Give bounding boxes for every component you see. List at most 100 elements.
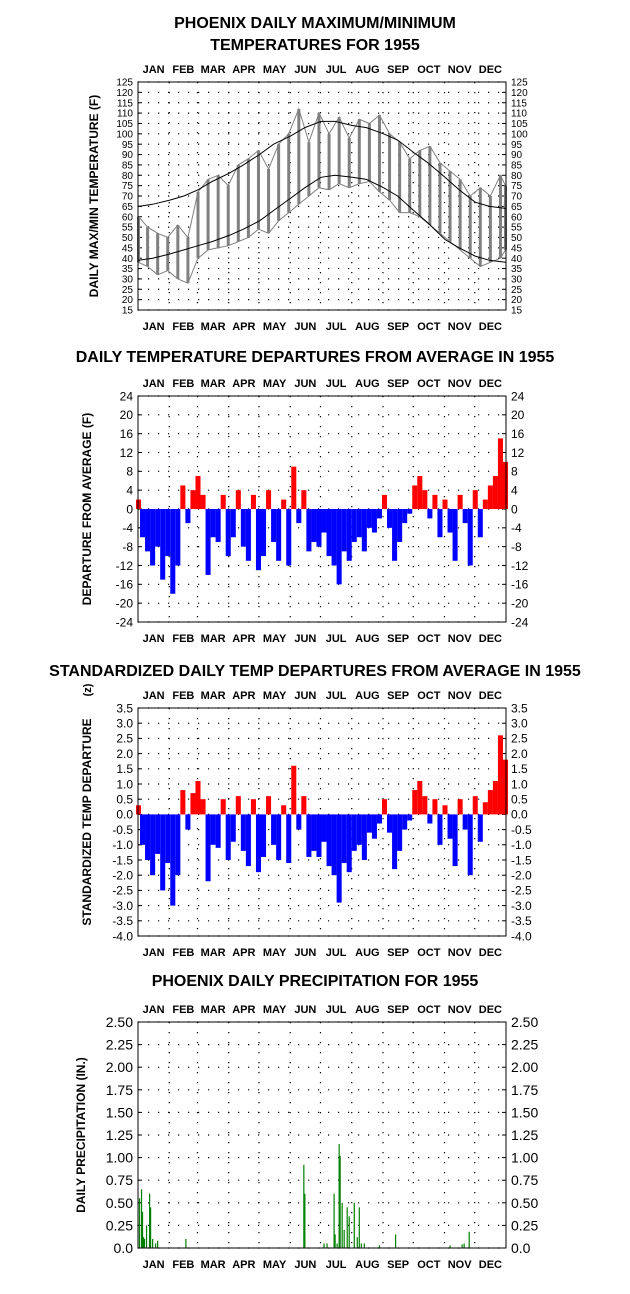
positive-departure-bar bbox=[195, 476, 201, 509]
positive-departure-bar bbox=[291, 466, 297, 509]
y-tick-label-right: 45 bbox=[511, 243, 523, 254]
y-tick-label-left: 15 bbox=[122, 306, 134, 317]
negative-departure-bar bbox=[361, 509, 367, 552]
y-tick-label-left: 16 bbox=[120, 427, 134, 441]
month-label-bottom: JUL bbox=[326, 321, 347, 333]
negative-departure-bar bbox=[276, 509, 282, 561]
y-tick-label-left: 25 bbox=[122, 285, 134, 296]
y-tick-label-right: 60 bbox=[511, 212, 523, 223]
y-tick-label-left: -4 bbox=[122, 521, 133, 535]
month-label-bottom: DEC bbox=[479, 321, 502, 333]
precip-bar bbox=[185, 1238, 187, 1248]
y-tick-label-right: 35 bbox=[511, 264, 523, 275]
precip-bar bbox=[155, 1243, 157, 1248]
chart-2: DAILY TEMPERATURE DEPARTURES FROM AVERAG… bbox=[76, 349, 555, 645]
y-tick-label-right: 0.5 bbox=[511, 793, 528, 807]
month-label-top: MAY bbox=[263, 378, 287, 390]
month-label-top: AUG bbox=[355, 64, 379, 76]
y-tick-label-right: 0.0 bbox=[511, 808, 528, 822]
negative-departure-bar bbox=[326, 509, 332, 557]
precip-bar bbox=[343, 1229, 345, 1248]
precip-bar bbox=[145, 1225, 148, 1248]
negative-departure-bar bbox=[145, 814, 151, 860]
negative-departure-bar bbox=[316, 814, 322, 857]
negative-departure-bar bbox=[165, 509, 171, 557]
y-tick-label-right: 65 bbox=[511, 202, 523, 213]
positive-departure-bar bbox=[482, 499, 488, 509]
month-label-bottom: JAN bbox=[143, 1259, 165, 1271]
negative-departure-bar bbox=[205, 814, 211, 882]
precip-bar bbox=[334, 1234, 336, 1248]
positive-departure-bar bbox=[135, 805, 142, 815]
y-tick-label-right: 80 bbox=[511, 171, 523, 182]
y-tick-label-left: 2.0 bbox=[116, 747, 133, 761]
precip-bar bbox=[363, 1243, 365, 1248]
positive-departure-bar bbox=[180, 790, 186, 815]
y-tick-label-right: 2.25 bbox=[511, 1037, 538, 1053]
negative-departure-bar bbox=[240, 509, 246, 547]
negative-departure-bar bbox=[311, 509, 317, 542]
y-tick-label-left: 40 bbox=[122, 254, 134, 265]
y-tick-label-left: 24 bbox=[120, 389, 134, 403]
y-tick-label-left: 95 bbox=[122, 140, 134, 151]
y-tick-label-left: -2.0 bbox=[112, 869, 133, 883]
positive-departure-bar bbox=[502, 759, 509, 815]
negative-departure-bar bbox=[150, 814, 156, 876]
y-tick-label-right: 0.50 bbox=[511, 1195, 538, 1211]
y-tick-label-right: 125 bbox=[511, 78, 528, 89]
y-tick-label-left: -24 bbox=[116, 615, 134, 629]
y-tick-label-left: 0.75 bbox=[106, 1172, 133, 1188]
positive-departure-bar bbox=[281, 805, 287, 815]
negative-departure-bar bbox=[356, 509, 362, 538]
month-label-top: JUL bbox=[326, 1004, 347, 1016]
month-label-bottom: OCT bbox=[417, 633, 441, 645]
negative-departure-bar bbox=[255, 814, 262, 873]
positive-departure-bar bbox=[266, 796, 272, 815]
negative-departure-bar bbox=[462, 509, 468, 524]
observed-max-line bbox=[138, 107, 506, 239]
negative-departure-bar bbox=[165, 814, 171, 864]
y-axis-unit: (z) bbox=[82, 683, 94, 696]
negative-departure-bar bbox=[387, 814, 393, 833]
negative-departure-bar bbox=[336, 814, 342, 903]
y-tick-label-left: 20 bbox=[122, 295, 134, 306]
month-label-top: AUG bbox=[355, 690, 379, 702]
negative-departure-bar bbox=[311, 814, 317, 851]
month-label-bottom: OCT bbox=[417, 321, 441, 333]
month-label-top: JAN bbox=[143, 378, 165, 390]
precip-bar bbox=[358, 1207, 360, 1248]
positive-departure-bar bbox=[422, 796, 428, 815]
y-tick-label-left: 65 bbox=[122, 202, 134, 213]
y-tick-label-left: 60 bbox=[122, 212, 134, 223]
positive-departure-bar bbox=[502, 461, 509, 509]
month-label-top: SEP bbox=[387, 378, 409, 390]
negative-departure-bar bbox=[145, 509, 151, 552]
positive-departure-bar bbox=[432, 494, 438, 509]
negative-departure-bar bbox=[331, 814, 337, 876]
y-tick-label-right: 20 bbox=[511, 408, 525, 422]
y-tick-label-right: 30 bbox=[511, 275, 523, 286]
y-tick-label-right: -2.0 bbox=[511, 869, 532, 883]
negative-departure-bar bbox=[225, 814, 231, 860]
precip-bar bbox=[148, 1193, 151, 1248]
negative-departure-bar bbox=[261, 509, 267, 557]
chart-title: STANDARDIZED DAILY TEMP DEPARTURES FROM … bbox=[49, 663, 581, 680]
normal-max-line bbox=[138, 120, 506, 209]
negative-departure-bar bbox=[261, 814, 267, 857]
y-tick-label-left: 2.25 bbox=[106, 1037, 133, 1053]
y-tick-label-left: -1.0 bbox=[112, 838, 133, 852]
precip-bar bbox=[346, 1207, 348, 1248]
y-tick-label-right: 2.50 bbox=[511, 1014, 538, 1030]
precip-bar bbox=[449, 1245, 451, 1248]
positive-departure-bar bbox=[381, 799, 388, 815]
month-label-bottom: JUL bbox=[326, 1259, 347, 1271]
y-tick-label-right: -8 bbox=[511, 540, 522, 554]
y-tick-label-right: -16 bbox=[511, 578, 529, 592]
negative-departure-bar bbox=[427, 509, 433, 519]
month-label-top: AUG bbox=[355, 378, 379, 390]
y-tick-label-right: 95 bbox=[511, 140, 523, 151]
positive-departure-bar bbox=[190, 490, 196, 509]
precip-bar bbox=[323, 1243, 325, 1248]
positive-departure-bar bbox=[190, 793, 196, 815]
month-label-top: FEB bbox=[172, 64, 194, 76]
